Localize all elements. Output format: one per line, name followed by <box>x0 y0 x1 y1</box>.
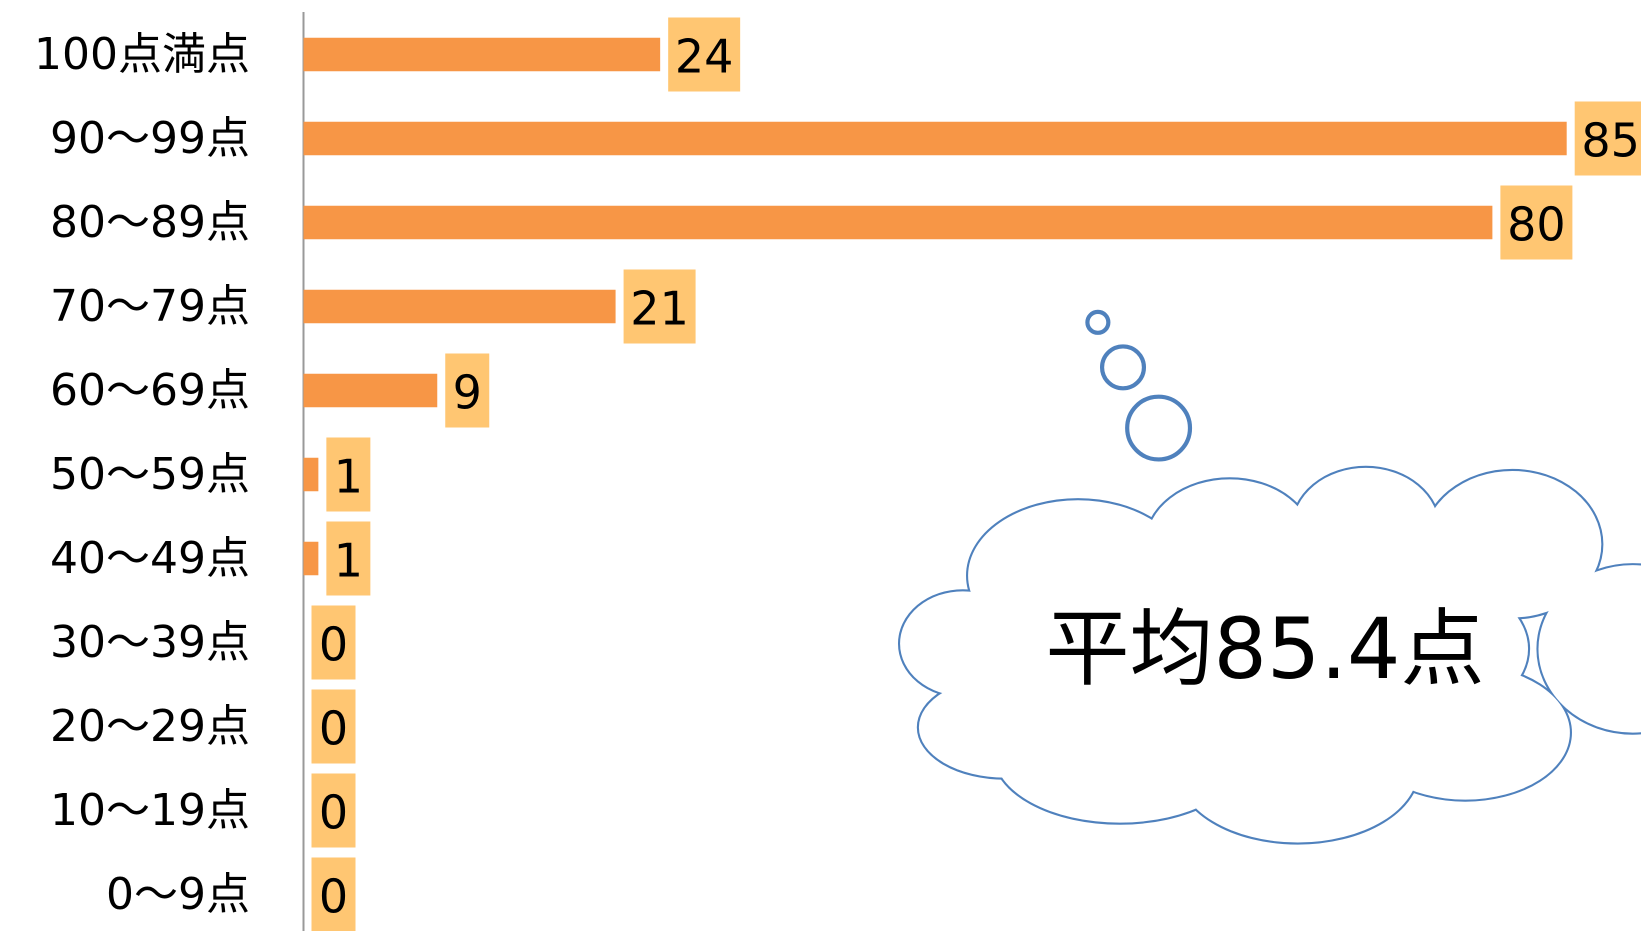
value-label: 1 <box>334 534 363 588</box>
y-tick-label: 20〜29点 <box>50 701 250 752</box>
y-tick-label: 50〜59点 <box>50 449 250 500</box>
y-tick-label: 0〜9点 <box>106 869 250 920</box>
y-tick-label: 30〜39点 <box>50 617 250 668</box>
y-tick-label: 40〜49点 <box>50 533 250 584</box>
bar <box>303 541 319 576</box>
bar <box>303 121 1567 156</box>
thought-cloud <box>897 309 1641 845</box>
value-label-box <box>668 17 741 92</box>
y-tick-label: 60〜69点 <box>50 365 250 416</box>
value-label: 0 <box>319 786 348 840</box>
bar <box>303 373 438 408</box>
value-label-box <box>623 269 696 344</box>
value-label: 85 <box>1581 114 1640 168</box>
value-label-box <box>311 605 356 680</box>
value-label: 80 <box>1507 198 1566 252</box>
value-label-box <box>326 521 371 596</box>
y-tick-label: 90〜99点 <box>50 113 250 164</box>
value-label: 21 <box>630 282 689 336</box>
bar <box>303 457 319 492</box>
value-label-box <box>1500 185 1573 260</box>
bar <box>303 37 661 72</box>
y-tick-label: 10〜19点 <box>50 785 250 836</box>
y-tick-label: 100点満点 <box>34 29 250 80</box>
bar <box>303 205 1493 240</box>
value-label-box <box>445 353 490 428</box>
y-tick-label: 80〜89点 <box>50 197 250 248</box>
value-label-box <box>326 437 371 512</box>
value-label: 0 <box>319 870 348 924</box>
value-label: 0 <box>319 618 348 672</box>
value-label-box <box>1574 101 1641 176</box>
value-label: 24 <box>675 30 734 84</box>
value-label-box <box>311 773 356 848</box>
value-label-box <box>311 857 356 931</box>
annotation: 平均85.4点 <box>1045 600 1484 698</box>
bar <box>303 289 616 324</box>
value-label: 0 <box>319 702 348 756</box>
value-label: 9 <box>453 366 482 420</box>
value-label: 1 <box>334 450 363 504</box>
y-tick-label: 70〜79点 <box>50 281 250 332</box>
value-label-box <box>311 689 356 764</box>
